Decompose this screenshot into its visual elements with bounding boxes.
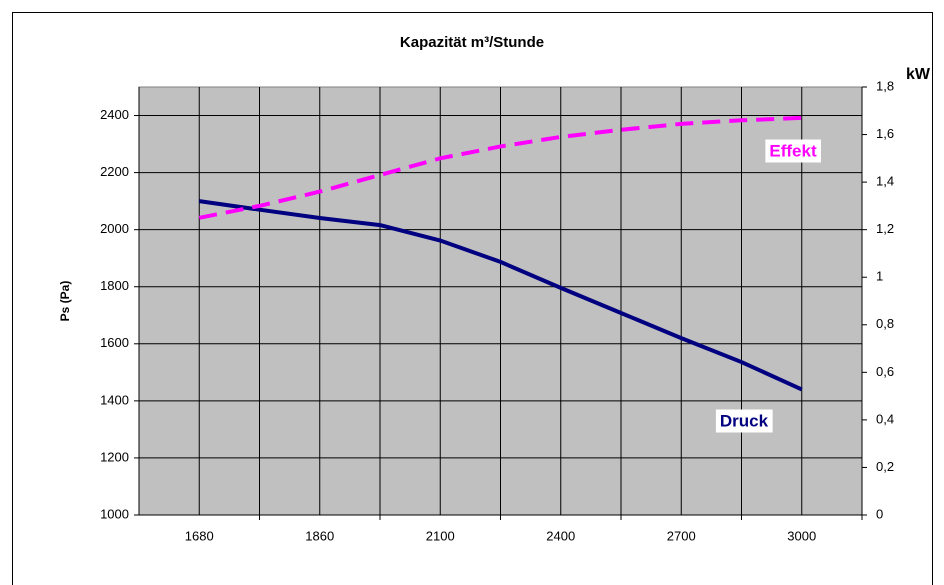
y-tick-label: 1200 (100, 449, 129, 464)
series-line (198, 115, 802, 220)
y2-tick-label: 0,8 (876, 316, 894, 331)
y-axis-label: Ps (Pa) (58, 281, 72, 322)
x-tick-label: 2700 (667, 528, 696, 543)
y2-tick-label: 0,6 (876, 364, 894, 379)
y-tick-label: 1800 (100, 278, 129, 293)
x-tick-label: 2100 (426, 528, 455, 543)
y2-tick-label: 0,2 (876, 459, 894, 474)
y2-tick-label: 1,4 (876, 174, 894, 189)
series-line (198, 199, 803, 392)
x-tick-label: 3000 (787, 528, 816, 543)
y-tick-label: 2000 (100, 221, 129, 236)
y2-tick-label: 1,2 (876, 221, 894, 236)
y-tick-label: 1000 (100, 506, 129, 521)
y-tick-label: 1600 (100, 335, 129, 350)
x-tick-label: 2400 (546, 528, 575, 543)
series-label-bg (715, 409, 773, 433)
y2-tick-label: 1,6 (876, 126, 894, 141)
y2-tick-label: 1,8 (876, 78, 894, 93)
y2-tick-label: 0,4 (876, 411, 894, 426)
x-tick-label: 1860 (305, 528, 334, 543)
y-tick-label: 1400 (100, 392, 129, 407)
y2-tick-label: 0 (876, 506, 883, 521)
y2-tick-label: 1 (876, 269, 883, 284)
x-tick-label: 1680 (185, 528, 214, 543)
y-tick-label: 2400 (100, 107, 129, 122)
series-label: Druck (720, 411, 769, 430)
series-label-bg (765, 139, 821, 163)
chart-title: Kapazität m³/Stunde (400, 34, 544, 51)
y2-axis-label: kW (906, 66, 931, 83)
y-tick-label: 2200 (100, 164, 129, 179)
series-label: Effekt (769, 141, 817, 160)
